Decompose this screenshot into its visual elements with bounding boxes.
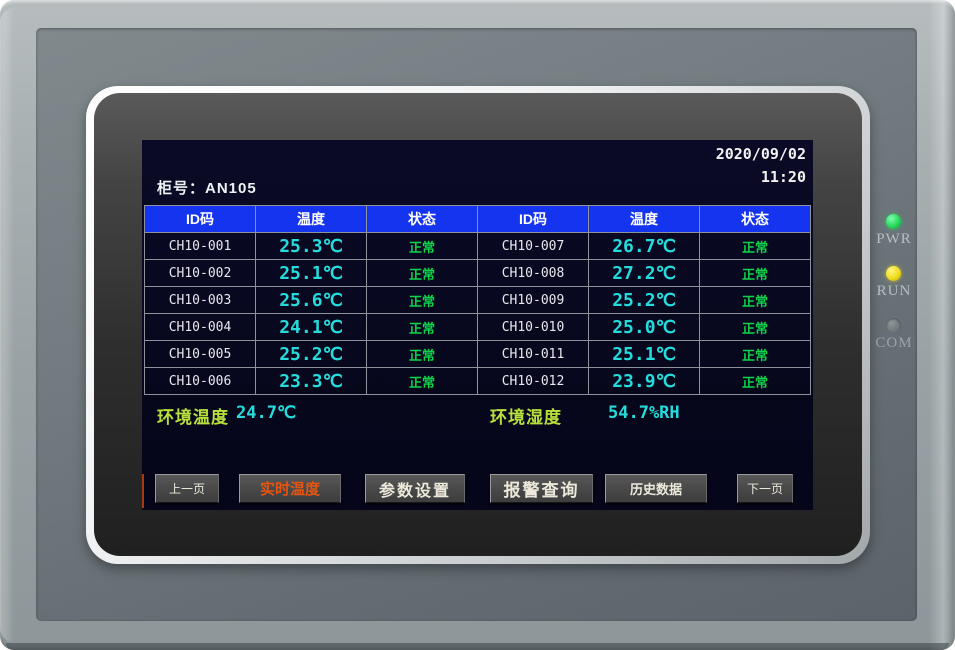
date-text: 2020/09/02 (715, 145, 806, 163)
com-led (886, 318, 901, 333)
frame-bottom-edge (6, 643, 949, 650)
channel-temp: 25.2℃ (255, 340, 367, 368)
channel-temp: 25.3℃ (255, 232, 367, 260)
channel-id: CH10-008 (477, 259, 589, 287)
datetime-readout: 2020/09/02 11:20 (716, 143, 806, 189)
col-header-status-2: 状态 (699, 205, 811, 233)
channel-id: CH10-010 (477, 313, 589, 341)
screen-edge-artifact (142, 474, 144, 508)
channel-id: CH10-002 (144, 259, 256, 287)
run-led (886, 266, 901, 281)
alarm-query-button[interactable]: 报警查询 (490, 474, 593, 503)
table-row: CH10-001 25.3℃ 正常 CH10-007 26.7℃ 正常 (144, 232, 811, 260)
param-settings-button[interactable]: 参数设置 (365, 474, 465, 503)
channel-status: 正常 (699, 286, 811, 314)
channel-status: 正常 (366, 340, 478, 368)
channel-temp: 25.6℃ (255, 286, 367, 314)
history-data-button[interactable]: 历史数据 (605, 474, 707, 503)
col-header-temp-1: 温度 (255, 205, 367, 233)
channel-status: 正常 (366, 232, 478, 260)
com-led-label: COM (875, 335, 913, 351)
cabinet-number-label: 柜号：AN105 (157, 180, 257, 197)
channel-id: CH10-011 (477, 340, 589, 368)
channel-temp: 23.3℃ (255, 367, 367, 395)
channel-temp: 25.0℃ (588, 313, 700, 341)
channel-status: 正常 (366, 286, 478, 314)
channel-status: 正常 (366, 259, 478, 287)
channel-status: 正常 (366, 367, 478, 395)
channel-temp: 25.1℃ (588, 340, 700, 368)
prev-page-button[interactable]: 上一页 (155, 474, 219, 503)
col-header-status-1: 状态 (366, 205, 478, 233)
ambient-temp-value: 24.7℃ (236, 403, 297, 423)
table-row: CH10-005 25.2℃ 正常 CH10-011 25.1℃ 正常 (144, 340, 811, 368)
channel-status: 正常 (699, 340, 811, 368)
channel-id: CH10-006 (144, 367, 256, 395)
col-header-temp-2: 温度 (588, 205, 700, 233)
col-header-id-1: ID码 (144, 205, 256, 233)
realtime-temp-button[interactable]: 实时温度 (239, 474, 341, 503)
channel-temp: 24.1℃ (255, 313, 367, 341)
touchscreen-display: 2020/09/02 11:20 柜号：AN105 ID码 温度 状态 ID码 … (142, 140, 813, 510)
ambient-temp-label: 环境温度 (157, 408, 229, 427)
next-page-button[interactable]: 下一页 (737, 474, 793, 503)
col-header-id-2: ID码 (477, 205, 589, 233)
ambient-humidity-value: 54.7%RH (608, 403, 680, 423)
time-text: 11:20 (760, 168, 806, 186)
table-row: CH10-004 24.1℃ 正常 CH10-010 25.0℃ 正常 (144, 313, 811, 341)
run-led-label: RUN (876, 283, 912, 299)
frame-right-highlight (929, 0, 955, 650)
channel-id: CH10-003 (144, 286, 256, 314)
channel-status: 正常 (699, 313, 811, 341)
channel-temperature-table: ID码 温度 状态 ID码 温度 状态 CH10-001 25.3℃ 正常 CH… (144, 205, 811, 395)
power-led (886, 214, 901, 229)
channel-status: 正常 (699, 259, 811, 287)
table-row: CH10-006 23.3℃ 正常 CH10-012 23.9℃ 正常 (144, 367, 811, 395)
channel-id: CH10-012 (477, 367, 589, 395)
ambient-humidity-label: 环境湿度 (490, 408, 562, 427)
channel-temp: 27.2℃ (588, 259, 700, 287)
frame-left-highlight (0, 8, 14, 642)
channel-id: CH10-009 (477, 286, 589, 314)
channel-status: 正常 (699, 367, 811, 395)
channel-status: 正常 (699, 232, 811, 260)
table-header-row: ID码 温度 状态 ID码 温度 状态 (144, 205, 811, 233)
channel-status: 正常 (366, 313, 478, 341)
table-row: CH10-002 25.1℃ 正常 CH10-008 27.2℃ 正常 (144, 259, 811, 287)
channel-id: CH10-004 (144, 313, 256, 341)
channel-id: CH10-005 (144, 340, 256, 368)
channel-temp: 26.7℃ (588, 232, 700, 260)
channel-temp: 25.2℃ (588, 286, 700, 314)
power-led-label: PWR (876, 231, 912, 247)
channel-temp: 25.1℃ (255, 259, 367, 287)
channel-temp: 23.9℃ (588, 367, 700, 395)
channel-id: CH10-007 (477, 232, 589, 260)
channel-id: CH10-001 (144, 232, 256, 260)
table-row: CH10-003 25.6℃ 正常 CH10-009 25.2℃ 正常 (144, 286, 811, 314)
